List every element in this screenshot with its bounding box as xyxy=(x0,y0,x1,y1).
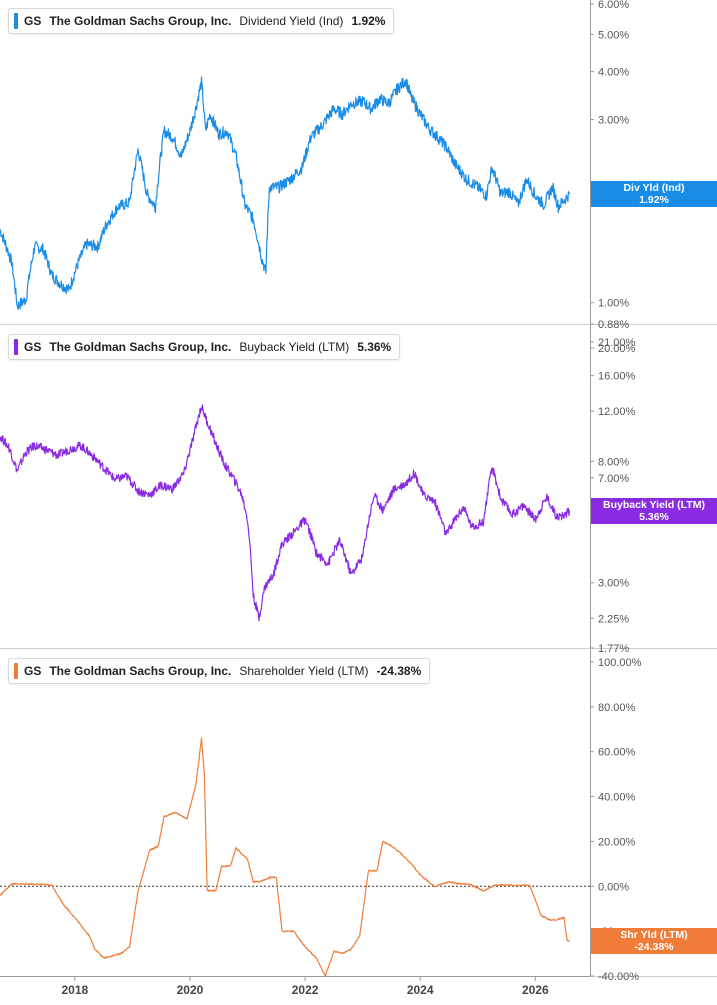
x-axis: 2018 2020 2022 2024 2026 xyxy=(0,976,590,997)
y-tick-label: 0.88% xyxy=(598,319,629,331)
y-tick-label: 20.00% xyxy=(598,836,636,848)
flag-label: Div Yld (Ind) xyxy=(623,182,685,194)
x-tick-label: 2018 xyxy=(61,983,88,997)
panel-1: 21.00%20.00% 16.00% 12.00% 8.00% 7.00% 3.00% 2… xyxy=(0,337,717,655)
series-color-swatch xyxy=(14,663,18,679)
y-tick-label: -40.00% xyxy=(598,971,639,983)
flag-value: 5.36% xyxy=(639,511,669,523)
y-tick-label: 20.00% xyxy=(598,343,636,355)
legend-metric: Buyback Yield (LTM) xyxy=(239,340,350,354)
y-tick-label: 3.00% xyxy=(598,115,629,127)
series-line-0 xyxy=(0,76,571,310)
y-tick-label: 7.00% xyxy=(598,473,629,485)
x-tick-label: 2024 xyxy=(407,983,434,997)
y-tick-label: 80.00% xyxy=(598,702,636,714)
legend-ticker: GS xyxy=(24,340,42,354)
legend-ticker: GS xyxy=(24,664,42,678)
series-line-1 xyxy=(0,404,571,622)
legend-shareholder-yield[interactable]: GS The Goldman Sachs Group, Inc. Shareho… xyxy=(8,658,431,684)
legend-company: The Goldman Sachs Group, Inc. xyxy=(49,14,232,28)
current-value-flag-shareholder: Shr Yld (LTM) -24.38% xyxy=(591,928,717,954)
flag-value: 1.92% xyxy=(639,194,669,206)
panel-0: 6.00%5.00%4.00%3.00%2.00%1.00%0.88% xyxy=(0,0,717,331)
legend-dividend-yield[interactable]: GS The Goldman Sachs Group, Inc. Dividen… xyxy=(8,8,395,34)
y-tick-label: 1.77% xyxy=(598,643,629,655)
y-tick-label: 1.00% xyxy=(598,298,629,310)
legend-value: -24.38% xyxy=(376,664,422,678)
legend-value: 1.92% xyxy=(351,14,386,28)
legend-company: The Goldman Sachs Group, Inc. xyxy=(49,664,232,678)
y-tick-label: 21.00% xyxy=(598,337,636,349)
legend-buyback-yield[interactable]: GS The Goldman Sachs Group, Inc. Buyback… xyxy=(8,334,401,360)
legend-company: The Goldman Sachs Group, Inc. xyxy=(49,340,232,354)
y-tick-label: 6.00% xyxy=(598,0,629,11)
x-tick-label: 2022 xyxy=(292,983,319,997)
y-tick-label: 16.00% xyxy=(598,371,636,383)
series-color-swatch xyxy=(14,13,18,29)
series-color-swatch xyxy=(14,339,18,355)
y-tick-label: 3.00% xyxy=(598,578,629,590)
y-tick-label: 60.00% xyxy=(598,747,636,759)
y-tick-label: 5.00% xyxy=(598,29,629,41)
y-tick-label: 8.00% xyxy=(598,456,629,468)
current-value-flag-buyback: Buyback Yield (LTM) 5.36% xyxy=(591,498,717,524)
x-tick-label: 2026 xyxy=(522,983,549,997)
current-value-flag-dividend: Div Yld (Ind) 1.92% xyxy=(591,181,717,207)
y-tick-label: 100.00% xyxy=(598,657,642,669)
legend-metric: Shareholder Yield (LTM) xyxy=(239,664,369,678)
series-line-2 xyxy=(0,737,570,977)
y-tick-label: 40.00% xyxy=(598,792,636,804)
y-tick-label: 2.25% xyxy=(598,613,629,625)
flag-value: -24.38% xyxy=(634,941,674,953)
legend-metric: Dividend Yield (Ind) xyxy=(239,14,344,28)
y-tick-label: 12.00% xyxy=(598,406,636,418)
legend-value: 5.36% xyxy=(357,340,392,354)
flag-label: Buyback Yield (LTM) xyxy=(603,499,705,511)
legend-ticker: GS xyxy=(24,14,42,28)
y-tick-label: 0.00% xyxy=(598,881,629,893)
y-tick-label: 4.00% xyxy=(598,67,629,79)
flag-label: Shr Yld (LTM) xyxy=(620,929,688,941)
x-tick-label: 2020 xyxy=(177,983,204,997)
